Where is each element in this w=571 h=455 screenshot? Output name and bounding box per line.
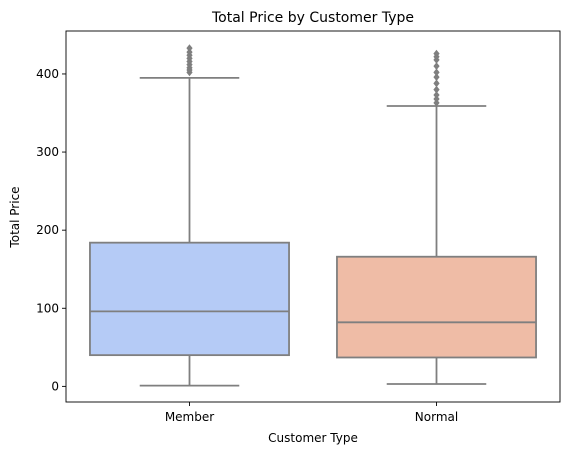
outlier-point-normal	[433, 49, 440, 58]
outlier-point-normal	[433, 95, 440, 103]
outlier-point-normal	[433, 85, 440, 94]
plot-frame	[65, 30, 561, 403]
outlier-point-normal	[433, 98, 440, 107]
y-axis-label: Total Price	[8, 186, 22, 248]
y-tick-label: 0	[51, 379, 59, 393]
box-normal	[336, 255, 537, 359]
y-tick-label: 100	[36, 301, 59, 315]
x-tick-label-member: Member	[165, 410, 214, 424]
x-axis-label: Customer Type	[268, 431, 358, 445]
outlier-point-normal	[433, 68, 440, 77]
outlier-point-normal	[433, 91, 440, 99]
chart-title: Total Price by Customer Type	[211, 10, 414, 26]
y-tick-label: 400	[36, 67, 59, 81]
outlier-point-normal	[433, 73, 440, 81]
outlier-point-member	[186, 48, 193, 56]
outlier-point-normal	[433, 79, 440, 88]
y-tick-label: 200	[36, 223, 59, 237]
y-tick-label: 300	[36, 145, 59, 159]
box-member	[89, 241, 290, 357]
x-tick-label-normal: Normal	[415, 410, 458, 424]
outlier-point-normal	[433, 62, 440, 71]
outlier-point-member	[186, 44, 193, 53]
